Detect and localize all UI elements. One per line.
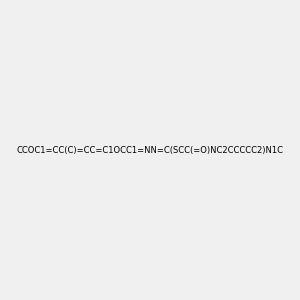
Text: CCOC1=CC(C)=CC=C1OCC1=NN=C(SCC(=O)NC2CCCCC2)N1C: CCOC1=CC(C)=CC=C1OCC1=NN=C(SCC(=O)NC2CCC… bbox=[16, 146, 283, 154]
